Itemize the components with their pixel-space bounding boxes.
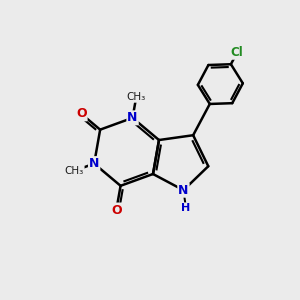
Text: CH₃: CH₃ <box>65 166 84 176</box>
Text: N: N <box>128 111 138 124</box>
Text: N: N <box>178 184 189 197</box>
Text: O: O <box>111 203 122 217</box>
Text: CH₃: CH₃ <box>127 92 146 102</box>
Text: O: O <box>76 107 87 120</box>
Text: N: N <box>89 157 99 170</box>
Text: H: H <box>181 203 190 213</box>
Text: Cl: Cl <box>231 46 244 59</box>
